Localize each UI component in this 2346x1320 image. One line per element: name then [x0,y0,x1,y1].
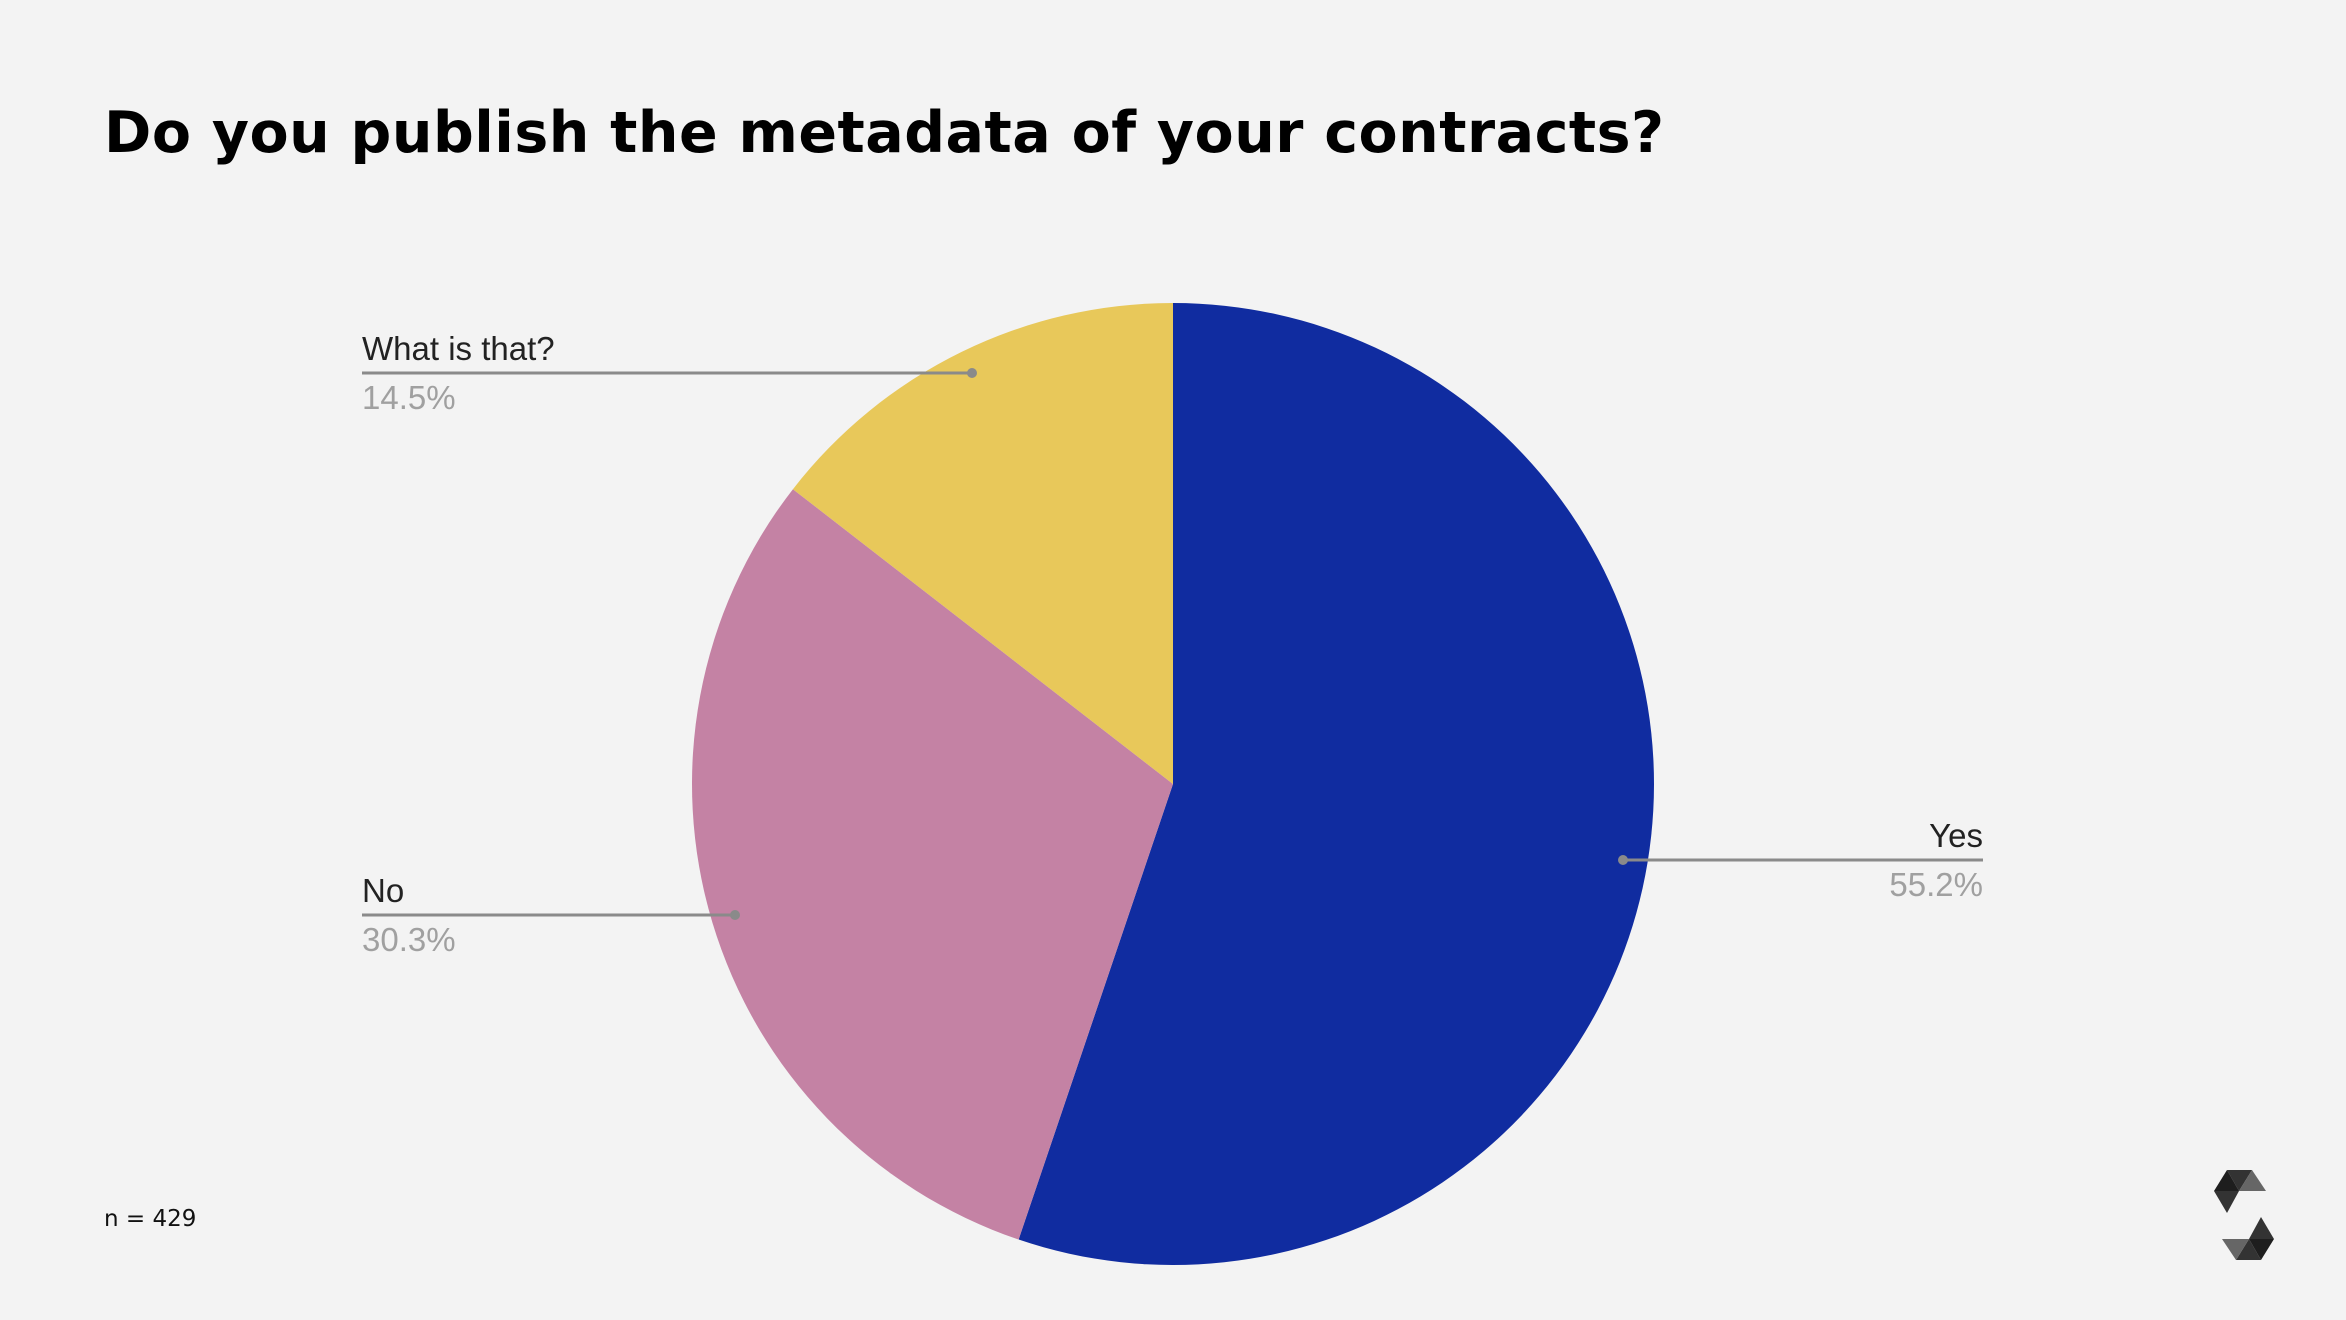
slice-label-no: No [362,872,404,909]
pie-slice-yes [1018,303,1654,1266]
callout-dot-what-is-that [967,368,977,378]
slice-percent-what-is-that: 14.5% [362,379,456,416]
slice-label-yes: Yes [1929,817,1983,854]
solidity-logo-icon [2214,1170,2274,1260]
callout-dot-no [730,910,740,920]
slice-percent-no: 30.3% [362,921,456,958]
chart-title: Do you publish the metadata of your cont… [104,100,1665,166]
sample-size-note: n = 429 [104,1206,197,1232]
pie-slice-what-is-that [792,303,1173,784]
callout-dot-yes [1618,855,1628,865]
slice-label-what-is-that: What is that? [362,330,555,367]
pie-slice-no [691,489,1173,1240]
slice-percent-yes: 55.2% [1889,866,1983,903]
